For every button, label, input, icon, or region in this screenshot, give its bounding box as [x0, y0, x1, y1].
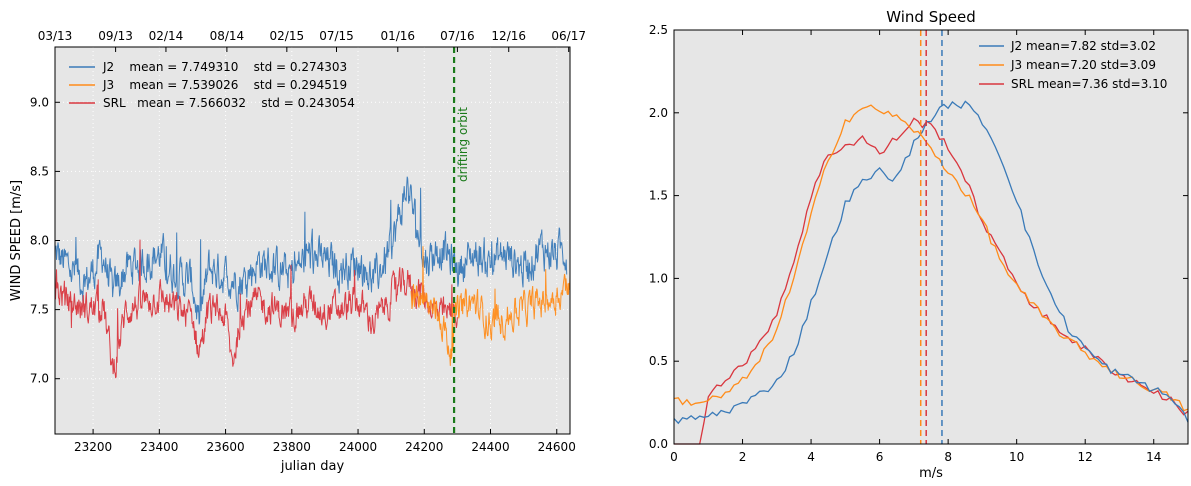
x-tick-label: 23800 — [273, 440, 311, 454]
series-line-srl — [54, 239, 458, 379]
left-x-axis-label: julian day — [280, 459, 345, 474]
right-series-group — [673, 100, 1189, 445]
y-tick-label: 1.5 — [649, 189, 668, 203]
x-tick-label: 14 — [1146, 450, 1161, 464]
x-tick-label: 23600 — [206, 440, 244, 454]
left-y-ticks: 7.0 7.5 8.0 8.5 9.0 — [30, 95, 60, 386]
y-tick-label: 0.0 — [649, 437, 668, 451]
left-legend: J2 mean = 7.749310 std = 0.274303 J3 mea… — [69, 60, 355, 110]
x-tick-label: 24400 — [471, 440, 509, 454]
right-mean-lines — [919, 30, 943, 444]
legend-label-j2: J2 mean=7.82 std=3.02 — [1010, 39, 1156, 53]
y-tick-label: 8.0 — [30, 234, 49, 248]
x-tick-label: 23400 — [140, 440, 178, 454]
y-tick-label: 2.0 — [649, 106, 668, 120]
drifting-orbit-label: drifting orbit — [456, 107, 470, 182]
x-tick-label: 2 — [739, 450, 747, 464]
x-tick-label: 24200 — [405, 440, 443, 454]
series-line-j3 — [410, 246, 571, 366]
y-tick-label: 9.0 — [30, 95, 49, 109]
series-line-j2 — [673, 100, 1189, 425]
x-tick-label: 10 — [1009, 450, 1024, 464]
x-tick-label: 4 — [807, 450, 815, 464]
y-tick-label: 7.5 — [30, 303, 49, 317]
x-tick-label: 12 — [1078, 450, 1093, 464]
left-panel: drifting orbit 23200 23400 23600 23800 24000… — [9, 29, 586, 474]
x-tick-label: 8 — [944, 450, 952, 464]
legend-label-srl: SRL mean = 7.566032 std = 0.243054 — [103, 96, 355, 110]
top-tick-label: 02/14 — [149, 29, 184, 43]
top-tick-label: 03/13 — [38, 29, 73, 43]
x-tick-label: 6 — [876, 450, 884, 464]
top-tick-label: 01/16 — [380, 29, 415, 43]
y-tick-label: 7.0 — [30, 372, 49, 386]
left-gridlines — [55, 47, 570, 434]
y-tick-label: 2.5 — [649, 23, 668, 37]
top-tick-label: 02/15 — [270, 29, 305, 43]
top-tick-label: 08/14 — [210, 29, 245, 43]
x-tick-label: 24000 — [339, 440, 377, 454]
series-line-j3 — [673, 104, 1189, 412]
legend-label-srl: SRL mean=7.36 std=3.10 — [1011, 77, 1167, 91]
x-tick-label: 23200 — [74, 440, 112, 454]
top-tick-label: 09/13 — [98, 29, 133, 43]
right-panel: 0 2 4 6 8 10 12 14 0.0 0.5 1.0 1.5 2.0 2.5 Wind Spee… — [649, 8, 1189, 481]
left-y-axis-label: WIND SPEED [m/s] — [9, 180, 24, 301]
legend-label-j3: J3 mean = 7.539026 std = 0.294519 — [102, 78, 347, 92]
right-x-axis-label: m/s — [919, 466, 943, 481]
right-plot-area — [674, 30, 1188, 444]
legend-label-j2: J2 mean = 7.749310 std = 0.274303 — [102, 60, 347, 74]
top-tick-label: 07/16 — [440, 29, 475, 43]
legend-label-j3: J3 mean=7.20 std=3.09 — [1010, 58, 1156, 72]
x-tick-label: 0 — [670, 450, 678, 464]
y-tick-label: 8.5 — [30, 164, 49, 178]
right-chart-title: Wind Speed — [886, 8, 976, 26]
right-x-ticks: 0 2 4 6 8 10 12 14 — [670, 30, 1161, 464]
left-top-date-ticks: 03/13 09/13 02/14 08/14 02/15 07/15 01/16 07/16… — [38, 29, 586, 52]
y-tick-label: 0.5 — [649, 354, 668, 368]
right-y-ticks: 0.0 0.5 1.0 1.5 2.0 2.5 — [649, 23, 1188, 451]
series-line-srl — [674, 117, 1189, 445]
left-series-group — [54, 176, 571, 379]
left-x-ticks: 23200 23400 23600 23800 24000 24200 24400 24600 — [74, 429, 576, 454]
top-tick-label: 06/17 — [551, 29, 586, 43]
y-tick-label: 1.0 — [649, 271, 668, 285]
top-tick-label: 07/15 — [319, 29, 354, 43]
top-tick-label: 12/16 — [491, 29, 526, 43]
x-tick-label: 24600 — [538, 440, 576, 454]
right-plot-frame — [673, 29, 1189, 445]
right-legend: J2 mean=7.82 std=3.02 J3 mean=7.20 std=3… — [979, 39, 1167, 91]
